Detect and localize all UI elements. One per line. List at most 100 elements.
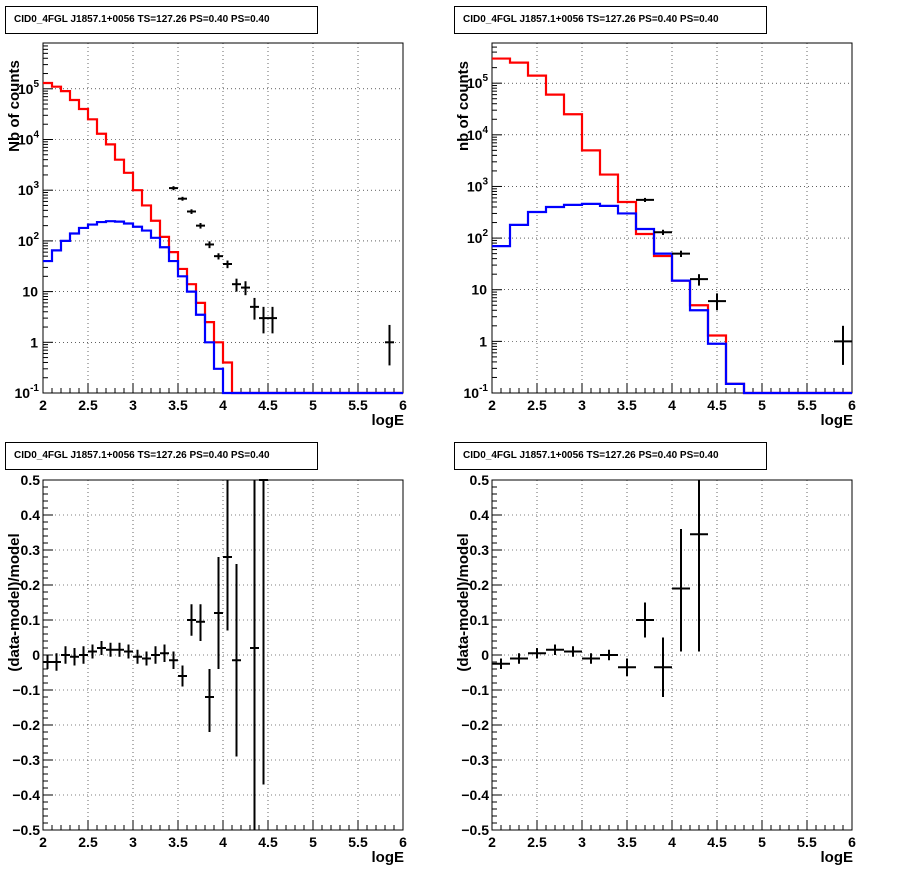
data-point [250,480,259,830]
x-tick-label: 3.5 [168,397,188,413]
y-tick-label: 0.5 [21,472,41,488]
x-tick-label: 2 [488,397,496,413]
x-tick-label: 2 [39,834,47,850]
x-tick-label: 5.5 [348,397,368,413]
y-tick-label: 10-1 [464,383,489,401]
data-point [654,637,672,697]
data-point [259,306,268,334]
data-point [492,658,510,669]
x-tick-label: 4.5 [707,834,727,850]
data-point [88,644,97,659]
series-2 [169,186,394,366]
series-1 [43,220,403,395]
data-point [582,653,600,664]
data-point [115,642,124,657]
chart-title: CID0_4FGL J1857.1+0056 TS=127.26 PS=0.40… [454,6,767,34]
x-tick-label: 4 [668,397,676,413]
data-point [79,646,88,664]
grid [43,43,403,393]
y-tick-label: −0.4 [461,787,489,803]
x-tick-label: 3.5 [617,397,637,413]
x-tick-label: 3.5 [168,834,188,850]
data-point [178,196,187,201]
data-point [690,480,708,652]
grid [492,480,852,830]
x-axis-label: logE [821,849,854,866]
data-point [259,479,268,785]
data-point [636,602,654,638]
y-tick-label: 0.4 [470,507,490,523]
histogram-step-line [492,57,852,395]
data-point [618,658,636,676]
x-axis-label: logE [372,849,405,866]
y-tick-label: −0.2 [461,717,489,733]
x-tick-label: 5.5 [797,834,817,850]
data-point [528,648,546,659]
x-tick-label: 5 [758,397,766,413]
y-axis: −0.5 −0.4 −0.3 −0.2 −0.1 0 0.1 0.2 0.3 0.4 0.5 (dat… [6,472,53,838]
x-tick-label: 2.5 [78,834,98,850]
chart-title: CID0_4FGL J1857.1+0056 TS=127.26 PS=0.40… [5,442,318,470]
x-tick-label: 2 [488,834,496,850]
y-tick-label: 102 [18,231,40,249]
y-axis-label: (data-model)/model [455,533,472,671]
y-tick-label: 0.2 [21,577,41,593]
series-0 [43,479,268,830]
x-tick-label: 4 [668,834,676,850]
y-tick-label: 0.4 [21,507,41,523]
data-point [205,241,214,249]
data-point [169,651,178,669]
y-tick-label: 104 [467,125,489,143]
data-point [232,278,241,292]
data-point [196,604,205,641]
data-point [708,293,726,311]
data-point [61,646,70,664]
series-0 [43,81,403,395]
y-tick-label: 0.1 [21,612,41,628]
x-tick-label: 5 [758,834,766,850]
x-tick-label: 3 [129,397,137,413]
x-tick-label: 5.5 [348,834,368,850]
y-tick-label: −0.4 [12,787,40,803]
data-point [250,297,259,320]
data-point [223,480,232,631]
histogram-step-line [43,81,403,395]
x-tick-label: 6 [848,834,856,850]
x-tick-label: 2 [39,397,47,413]
y-tick-label: 1 [479,333,487,349]
x-tick-label: 3 [578,397,586,413]
data-point [178,665,187,687]
x-tick-label: 3.5 [617,834,637,850]
data-point [241,281,250,296]
x-tick-label: 4 [219,397,227,413]
data-point [106,642,115,657]
x-tick-label: 5 [309,397,317,413]
data-point [187,209,196,214]
x-tick-label: 4.5 [258,397,278,413]
histogram-step-line [43,220,403,395]
y-tick-label: 0.3 [470,542,490,558]
data-point [385,324,394,366]
x-tick-label: 6 [848,397,856,413]
y-axis-label: Nb of counts [6,60,23,152]
data-point [510,653,528,664]
pad-top-left: 2 2.5 3 3.5 4 4.5 5 5.5 6 logE 10-1 1 10 102 103 104 105… [0,0,449,437]
series-0 [492,57,852,395]
y-tick-label: −0.3 [12,752,40,768]
pad-top-right: 2 2.5 3 3.5 4 4.5 5 5.5 6 logE 10-1 1 10 102 103 104 105… [449,0,898,437]
x-tick-label: 3 [578,834,586,850]
x-tick-label: 4.5 [258,834,278,850]
y-tick-label: 104 [18,129,40,147]
y-tick-label: 102 [467,228,489,246]
data-point [97,641,106,655]
y-tick-label: 10 [22,284,38,300]
x-axis-label: logE [821,412,854,429]
data-point [70,648,79,666]
data-point [636,197,654,202]
grid [492,43,852,393]
